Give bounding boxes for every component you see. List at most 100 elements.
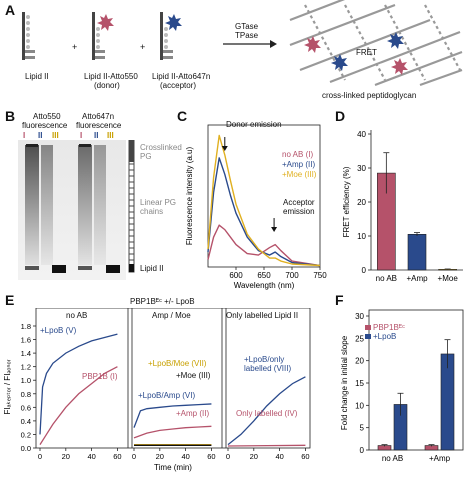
lipid2-glyph — [22, 12, 35, 60]
legend-pbp1b: PBP1Bᴱᶜ — [373, 323, 405, 332]
series-label-lpob: +LpoB (V) — [40, 326, 77, 335]
acceptor-sublabel: (acceptor) — [160, 81, 197, 90]
y-axis-label: FIₐₖₑₚₜₒᵣ / FIₔₒₙₒᵣ — [3, 359, 12, 414]
legend-lpob: +LpoB — [373, 332, 397, 341]
pg-acceptor-fluor-icon — [331, 54, 348, 71]
y-tick-label: 1.2 — [21, 363, 31, 372]
series-label-lpob-only-sub: labelled (VIII) — [244, 364, 292, 373]
y-tick-label: 1.8 — [21, 322, 31, 331]
x-tick-label: 60 — [301, 452, 309, 461]
x-tick-label: +Amp — [406, 274, 428, 283]
lane-label: I — [80, 131, 83, 140]
bar — [440, 353, 455, 451]
panel-a-diagram — [22, 0, 463, 87]
x-tick-label: no AB — [376, 274, 397, 283]
series-label-moe: +Moe (III) — [176, 371, 211, 380]
tpase-label: TPase — [235, 31, 259, 40]
pg-acceptor-fluor-icon — [387, 32, 404, 49]
y-axis-label: FRET efficiency (%) — [342, 166, 351, 237]
y-tick-label: 10 — [357, 232, 366, 241]
series-label-lpob-amp: +LpoB/Amp (VI) — [138, 391, 196, 400]
gel-lane — [41, 145, 53, 265]
panel-a-letter: A — [5, 2, 16, 18]
x-tick-label: no AB — [382, 454, 403, 463]
kinetics-line — [39, 333, 118, 435]
lane-label: II — [94, 131, 99, 140]
series-label-lpob-moe: +LpoB/Moe (VII) — [148, 359, 207, 368]
arrow-head-icon — [221, 146, 228, 151]
atto647-label: Atto647n — [82, 112, 115, 121]
fret-efficiency-chart: 0 10 20 30 40 FRET efficiency (%) no AB +Amp +Mo… — [342, 130, 463, 283]
gel-bracket — [128, 140, 135, 273]
y-tick-label: 10 — [355, 401, 364, 410]
plot-frame — [368, 309, 464, 451]
kinetics-line — [133, 403, 212, 428]
pg-donor-fluor-icon — [391, 58, 408, 75]
gel-lane — [78, 145, 92, 265]
legend-swatch — [365, 334, 371, 339]
y-tick-label: 1.6 — [21, 336, 31, 345]
series-label-pbp1b: PBP1B (I) — [82, 372, 118, 381]
acceptor-emission-sublabel: emission — [283, 207, 315, 216]
crosslinked-label: Crosslinked — [140, 143, 182, 152]
x-tick-label: 0 — [38, 452, 42, 461]
arrow-head-icon — [271, 227, 278, 232]
y-tick-label: 30 — [357, 164, 366, 173]
y-tick-label: 25 — [355, 334, 364, 343]
spectrum-chart: 600 650 700 750 Wavelength (nm) Fluorescence … — [185, 124, 327, 290]
spectrum-line — [207, 157, 321, 267]
y-tick-label: 20 — [357, 198, 366, 207]
crosslinked-sublabel: PG — [140, 152, 152, 161]
lipid2-label: Lipid II — [25, 72, 49, 81]
x-axis-label: Wavelength (nm) — [234, 281, 295, 290]
lane-label: II — [38, 131, 43, 140]
x-tick-label: 600 — [229, 271, 243, 280]
plus-sign: + — [140, 42, 146, 52]
panel-c-letter: C — [177, 108, 188, 124]
plot-frame — [35, 308, 311, 449]
acceptor-label: Lipid II-Atto647n — [152, 72, 211, 81]
gel-band — [106, 265, 120, 273]
y-tick-label: 20 — [355, 357, 364, 366]
kinetics-chart: 0.0 0.2 0.4 0.6 0.8 1.0 1.2 1.4 1.6 1.8 FIₐₖₑₚₜₒᵣ … — [3, 308, 311, 472]
atto550-sublabel: fluorescence — [22, 121, 68, 130]
acceptor-glyph — [160, 12, 182, 60]
gel-lane — [25, 145, 39, 265]
gel-band — [52, 265, 66, 273]
x-tick-label: 20 — [156, 452, 164, 461]
y-axis-label: Fold change in initial slope — [340, 335, 349, 430]
lane-label: III — [107, 131, 114, 140]
spectrum-line — [207, 134, 321, 267]
y-tick-label: 30 — [355, 312, 364, 321]
x-tick-label: 0 — [226, 452, 230, 461]
fret-label: FRET — [356, 48, 377, 57]
y-tick-label: 0.2 — [21, 430, 31, 439]
donor-emission-label: Donor emission — [226, 120, 282, 129]
linear-pg-label: Linear PG — [140, 198, 177, 207]
pg-donor-fluor-icon — [304, 36, 321, 53]
lane-label: III — [52, 131, 59, 140]
legend-entry: +Moe (III) — [282, 170, 317, 179]
y-tick-label: 0 — [360, 446, 365, 455]
y-tick-label: 0.6 — [21, 403, 31, 412]
subplot-title-amp-moe: Amp / Moe — [152, 311, 191, 320]
spectrum-line — [207, 224, 321, 267]
y-tick-label: 1.0 — [21, 376, 31, 385]
y-tick-label: 5 — [360, 424, 365, 433]
x-tick-label: +Moe — [438, 274, 459, 283]
x-tick-label: 20 — [250, 452, 258, 461]
donor-label: Lipid II-Atto550 — [84, 72, 138, 81]
x-tick-label: 650 — [257, 271, 271, 280]
acceptor-emission-label: Acceptor — [283, 198, 315, 207]
legend-entry: +Amp (II) — [282, 160, 316, 169]
y-tick-label: 0 — [362, 266, 367, 275]
y-tick-label: 0.0 — [21, 444, 31, 453]
x-axis-label: Time (min) — [154, 463, 192, 472]
y-tick-label: 0.4 — [21, 417, 31, 426]
x-tick-label: +Amp — [429, 454, 451, 463]
y-tick-label: 0.8 — [21, 390, 31, 399]
series-label-lpob-only: +LpoB/only — [244, 355, 285, 364]
x-tick-label: 60 — [207, 452, 215, 461]
lipid2-gel-label: Lipid II — [140, 264, 164, 273]
gel-image — [18, 140, 126, 280]
